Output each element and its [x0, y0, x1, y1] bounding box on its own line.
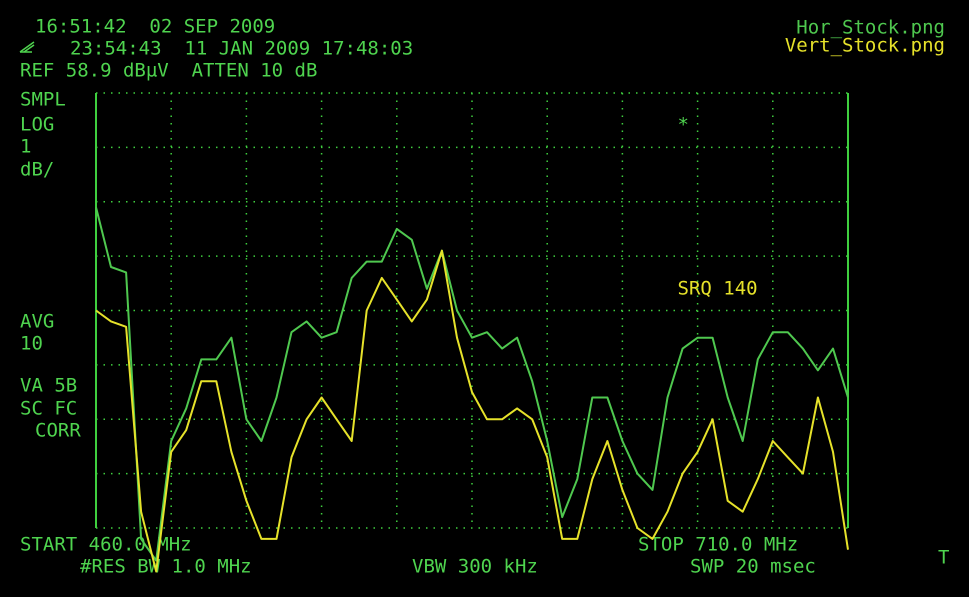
side-label: LOG — [20, 114, 54, 136]
side-label: dB/ — [20, 159, 54, 181]
side-label: SMPL — [20, 89, 66, 111]
vbw: VBW 300 kHz — [412, 556, 538, 578]
rbw: #RES BW 1.0 MHz — [80, 556, 252, 578]
stamp-icon — [19, 41, 35, 53]
legend-entry: Vert_Stock.png — [785, 35, 945, 57]
trace — [95, 206, 849, 562]
side-label: 1 — [20, 136, 31, 158]
ref-level: REF 58.9 dBµV ATTEN 10 dB — [20, 60, 317, 82]
side-label: VA 5B — [20, 375, 77, 397]
start-freq: START 460.0 MHz — [20, 534, 192, 556]
corner-mark: T — [938, 547, 949, 569]
sweep: SWP 20 msec — [690, 556, 816, 578]
clock: 16:51:42 02 SEP 2009 — [35, 16, 275, 38]
annotation: * — [678, 114, 689, 136]
side-label: 10 — [20, 333, 43, 355]
annotation: SRQ 140 — [678, 277, 758, 299]
side-label: CORR — [35, 420, 81, 442]
stop-freq: STOP 710.0 MHz — [638, 534, 798, 556]
side-label: AVG — [20, 311, 54, 333]
side-label: SC FC — [20, 398, 77, 420]
legend-entry: Hor_Stock.png — [796, 17, 945, 39]
trace — [95, 249, 849, 573]
stamp: 23:54:43 11 JAN 2009 17:48:03 — [70, 38, 413, 60]
